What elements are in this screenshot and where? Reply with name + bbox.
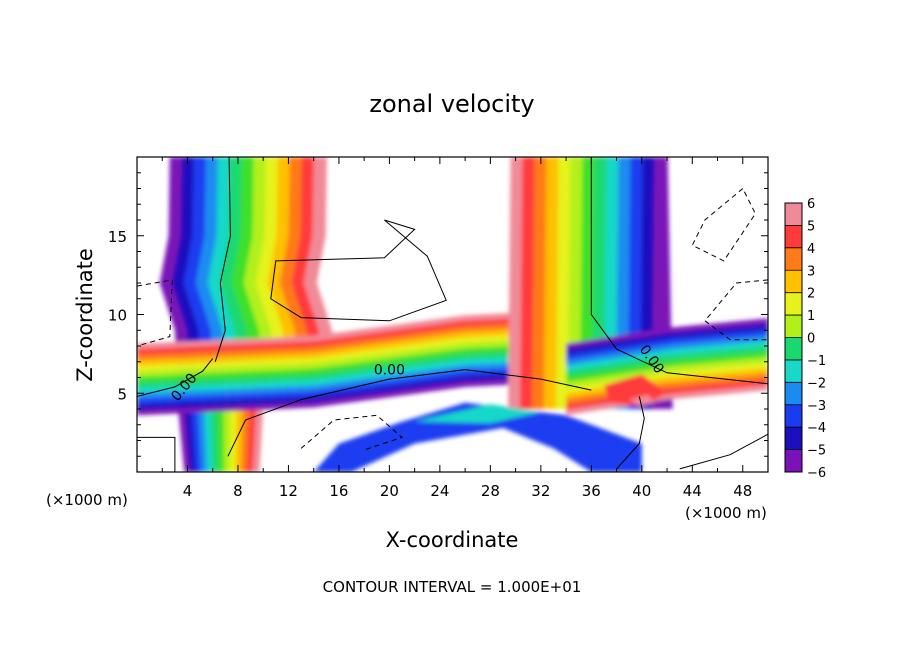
right-arm-band	[566, 384, 768, 416]
contour-interval-note: CONTOUR INTERVAL = 1.000E+01	[323, 578, 582, 596]
colorbar-swatch	[785, 247, 802, 271]
right-arm-band	[566, 318, 768, 350]
zero-contour-closed	[270, 219, 447, 322]
colorbar-label: 4	[807, 242, 815, 257]
x-tick-label: 20	[380, 482, 399, 500]
colorbar-swatch	[785, 225, 802, 249]
colorbar-label: −1	[807, 354, 826, 369]
shear-layer-band	[137, 375, 592, 416]
shear-layer-band	[137, 353, 592, 394]
right-arm-band	[566, 373, 768, 405]
negative-contour-left	[137, 279, 173, 347]
colorbar-label: 5	[807, 219, 815, 234]
x-unit-note-left: (×1000 m)	[46, 491, 128, 509]
x-tick-label: 32	[531, 482, 550, 500]
shear-layer-band	[137, 336, 592, 377]
negative-contour-right-mid	[704, 279, 768, 341]
shear-layer-band	[137, 309, 592, 350]
negative-contour-lower	[300, 414, 403, 451]
zero-contour-shear	[227, 369, 592, 457]
right-arm-band	[566, 362, 768, 394]
colorbar-label: −4	[807, 421, 826, 436]
zero-contour-left-base	[137, 358, 214, 397]
colorbar-swatch	[785, 292, 802, 316]
chart-title: zonal velocity	[369, 90, 534, 118]
shear-layer-band	[137, 358, 592, 399]
x-tick-label: 16	[329, 482, 348, 500]
zero-contour-right-base	[616, 396, 645, 470]
x-tick-label: 8	[233, 482, 243, 500]
low-level-blob	[414, 404, 541, 424]
positive-contour-lower-right	[679, 433, 768, 470]
colorbar-swatch	[785, 315, 802, 338]
right-arm-band	[566, 368, 768, 399]
colorbar-label: −2	[807, 376, 826, 391]
x-axis-ticks: 4 8 12 16 20 24 28 32 36 40 44 48	[161, 157, 752, 500]
shear-layer-band	[137, 347, 592, 388]
zero-contour-right	[590, 157, 768, 385]
colorbar-label: −5	[807, 444, 826, 459]
x-tick-label: 4	[183, 482, 193, 500]
right-arm-band	[566, 340, 768, 372]
shear-layer-band	[137, 342, 592, 383]
colorbar: 6 5 4 3 2 1 0 −1 −2 −3 −4 −5 −6	[784, 197, 826, 481]
shear-layer-band	[137, 369, 592, 410]
x-axis-label: X-coordinate	[386, 528, 519, 552]
y-tick-label: 5	[117, 385, 127, 403]
x-tick-label: 12	[279, 482, 298, 500]
low-level-blob	[313, 402, 642, 472]
y-tick-label: 10	[108, 307, 127, 325]
colorbar-swatch	[785, 382, 802, 406]
x-tick-label: 48	[733, 482, 752, 500]
right-jet-band	[544, 157, 560, 409]
colorbar-swatch	[785, 337, 802, 361]
colorbar-swatch	[785, 359, 802, 383]
right-arm-band	[566, 323, 768, 355]
colorbar-label: 6	[807, 197, 815, 212]
left-jet-band	[303, 157, 335, 378]
shear-layer-band	[137, 331, 592, 372]
contour-label: 0.00	[374, 362, 405, 378]
x-tick-label: 24	[430, 482, 449, 500]
y-axis-label: Z-coordinate	[73, 248, 97, 382]
hot-spot	[629, 394, 655, 406]
colorbar-label: 3	[807, 264, 815, 279]
right-arm-band	[566, 329, 768, 361]
zero-contour-left	[214, 157, 231, 362]
colorbar-label: 2	[807, 287, 815, 302]
hot-spot	[603, 374, 667, 406]
right-arm-band	[566, 335, 768, 366]
colorbar-swatch	[785, 449, 802, 473]
right-arm-band	[566, 346, 768, 377]
x-tick-label: 40	[632, 482, 651, 500]
x-tick-label: 28	[481, 482, 500, 500]
colorbar-swatch	[785, 270, 802, 294]
shear-layer-band	[137, 325, 592, 366]
x-unit-note-right: (×1000 m)	[685, 504, 767, 522]
right-arm-band	[566, 379, 768, 410]
colorbar-swatch	[785, 404, 802, 428]
right-jet-band	[508, 157, 524, 409]
right-jet-band	[520, 157, 536, 409]
y-tick-label: 15	[108, 228, 127, 246]
right-arm-band	[566, 357, 768, 388]
positive-contour-corner	[137, 436, 176, 472]
x-tick-label: 36	[582, 482, 601, 500]
negative-contour-right-top	[691, 188, 756, 262]
x-tick-label: 44	[683, 482, 702, 500]
right-arm-band	[566, 351, 768, 383]
right-jet-band	[532, 157, 548, 409]
plot-area: 0.000.00 0.00	[136, 156, 769, 473]
colorbar-label: 0	[807, 332, 815, 347]
colorbar-label: −3	[807, 399, 826, 414]
y-axis-ticks: 5 10 15	[108, 172, 768, 457]
colorbar-label: 1	[807, 309, 815, 324]
shear-layer-band	[137, 320, 592, 361]
shear-layer-band	[137, 314, 592, 355]
colorbar-label: −6	[807, 466, 826, 481]
shear-layer-band	[137, 364, 592, 405]
colorbar-swatch	[785, 427, 802, 451]
colorbar-swatch	[785, 203, 802, 226]
